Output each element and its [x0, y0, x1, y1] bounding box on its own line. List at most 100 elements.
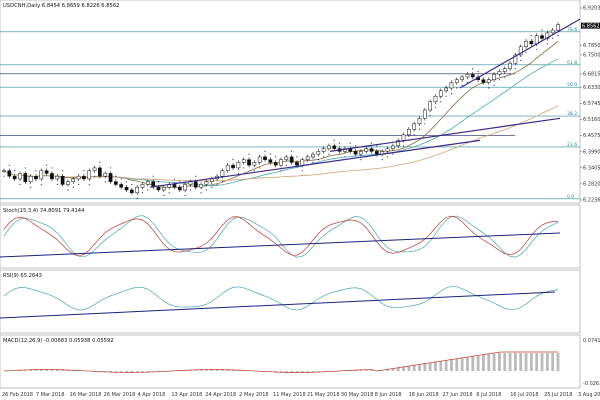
macd-bar: [359, 369, 363, 371]
x-tick-label: 2 May 2018: [239, 392, 268, 398]
candle: [220, 170, 225, 177]
candle: [311, 153, 315, 158]
candle: [156, 186, 161, 191]
macd-bar: [61, 369, 64, 371]
x-tick-label: 26 Feb 2018: [2, 392, 33, 398]
macd-bar: [316, 371, 320, 373]
sar-dot: [488, 87, 490, 89]
candle: [12, 175, 17, 180]
candle: [295, 162, 299, 166]
candle: [359, 151, 363, 155]
x-tick-label: 24 Apr 2018: [205, 392, 236, 398]
candle: [513, 54, 518, 64]
macd-bar: [476, 355, 480, 371]
candle: [550, 29, 555, 34]
candle: [28, 175, 33, 182]
macd-bar: [231, 369, 235, 371]
macd-bar: [471, 356, 475, 371]
sar-dot: [157, 181, 160, 183]
price-panel-title: USDCNH,Daily 6.8454 6.8659 6.8226 6.8562: [3, 3, 119, 9]
macd-bar: [396, 367, 400, 371]
sar-dot: [56, 183, 58, 186]
macd-bar: [439, 361, 443, 371]
sar-dot: [269, 153, 271, 155]
candle: [231, 164, 235, 169]
macd-bar: [370, 369, 373, 371]
sar-dot: [440, 101, 442, 103]
macd-bar: [418, 364, 421, 371]
candle: [172, 184, 177, 188]
candle: [135, 186, 140, 193]
macd-bar: [71, 370, 75, 371]
y-tick-label: 6.5745: [583, 101, 600, 107]
sar-dot: [429, 114, 431, 117]
candle: [518, 46, 523, 56]
sar-dot: [354, 145, 357, 147]
macd-bar: [146, 371, 150, 373]
candle: [279, 159, 283, 166]
sar-dot: [536, 48, 538, 51]
sar-dot: [19, 183, 21, 186]
fib-label: 38.2: [567, 111, 577, 117]
macd-bar: [364, 369, 368, 371]
sar-dot: [30, 186, 32, 188]
candle: [364, 148, 369, 152]
y-tick-label: 6.2820: [583, 182, 600, 188]
sar-dot: [386, 156, 389, 158]
sar-dot: [51, 167, 53, 169]
current-price-label: 6.8562: [582, 23, 600, 29]
y-tick-label: 6.6815: [583, 72, 600, 78]
candle: [385, 148, 390, 152]
price-panel: [0, 0, 581, 204]
macd-bar: [125, 371, 128, 373]
candle: [486, 79, 491, 83]
stoch-panel-title: Stoch(15,3,4) 74.8091 79.4144: [3, 208, 85, 214]
sar-dot: [152, 175, 154, 177]
sar-dot: [525, 51, 527, 53]
macd-bar: [114, 371, 118, 373]
sar-dot: [328, 153, 330, 155]
sar-dot: [402, 145, 405, 147]
sar-dot: [216, 183, 218, 186]
sar-dot: [360, 159, 362, 161]
y-tick-label: 6.2236: [583, 198, 600, 204]
macd-bar: [109, 371, 112, 373]
candle: [145, 181, 150, 185]
macd-bar: [380, 370, 384, 371]
macd-bar: [189, 370, 192, 371]
candle: [444, 87, 448, 92]
candle: [193, 181, 198, 188]
macd-bar: [151, 371, 155, 372]
candle: [273, 162, 278, 166]
candle: [204, 181, 209, 185]
candle: [108, 173, 113, 182]
candle: [422, 109, 427, 119]
sar-dot: [472, 68, 474, 70]
candle: [433, 96, 438, 103]
sar-dot: [248, 153, 250, 155]
sar-dot: [338, 142, 341, 144]
macd-bar: [487, 354, 491, 371]
sar-dot: [349, 142, 351, 144]
sar-dot: [93, 175, 96, 177]
trendline: [459, 18, 581, 89]
sar-dot: [456, 87, 458, 89]
sar-dot: [99, 161, 101, 164]
candle: [18, 173, 22, 180]
y-tick-label: 6.5160: [583, 117, 600, 123]
macd-bar: [300, 371, 304, 373]
sar-dot: [24, 167, 26, 169]
sar-dot: [46, 164, 48, 166]
sar-dot: [301, 170, 303, 172]
macd-bar: [226, 369, 230, 371]
sar-dot: [232, 159, 234, 161]
sar-dot: [3, 175, 5, 177]
candle: [449, 82, 454, 89]
sar-dot: [237, 172, 239, 175]
macd-bar: [391, 368, 395, 371]
x-tick-label: 25 Jul 2018: [544, 392, 572, 398]
candle: [44, 170, 49, 174]
x-tick-label: 3 Aug 2018: [578, 392, 600, 398]
macd-bar: [455, 359, 459, 371]
candle: [524, 40, 528, 47]
